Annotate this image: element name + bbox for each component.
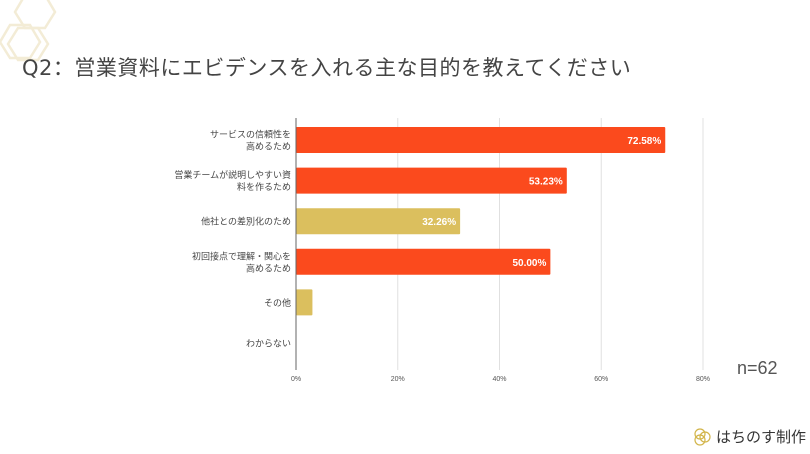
category-label: 初回接点で理解・関心を <box>192 250 291 262</box>
category-label: その他 <box>264 297 291 309</box>
data-label: 50.00% <box>512 258 546 269</box>
sample-size: n=62 <box>737 358 778 378</box>
bar <box>296 167 567 194</box>
category-label: 営業チームが説明しやすい資 <box>174 169 291 181</box>
x-tick-label: 40% <box>492 376 506 383</box>
bar <box>296 289 313 316</box>
data-label: 53.23% <box>529 177 563 188</box>
category-label: 高めるため <box>246 262 291 274</box>
category-label: 料を作るため <box>237 181 291 193</box>
brand-name: はちのす制作 <box>716 428 807 446</box>
brand-logo: はちのす制作 <box>692 426 806 447</box>
page-title: Q2：営業資料にエビデンスを入れる主な目的を教えてください <box>22 56 632 80</box>
x-tick-label: 0% <box>291 376 301 383</box>
bar <box>296 248 551 275</box>
x-tick-label: 60% <box>594 376 608 383</box>
honeycomb-logo-icon <box>694 427 711 446</box>
honeycomb-decoration <box>0 0 57 62</box>
data-label: 32.26% <box>422 217 456 228</box>
bar <box>296 127 666 153</box>
category-label: 高めるため <box>246 141 291 153</box>
data-label: 72.58% <box>627 136 661 147</box>
bar <box>296 208 461 235</box>
category-label: 他社との差別化のため <box>201 216 291 228</box>
category-label: わからない <box>246 339 291 350</box>
x-tick-label: 80% <box>696 376 710 383</box>
category-label: サービスの信頼性を <box>210 129 291 141</box>
x-tick-label: 20% <box>391 376 405 383</box>
